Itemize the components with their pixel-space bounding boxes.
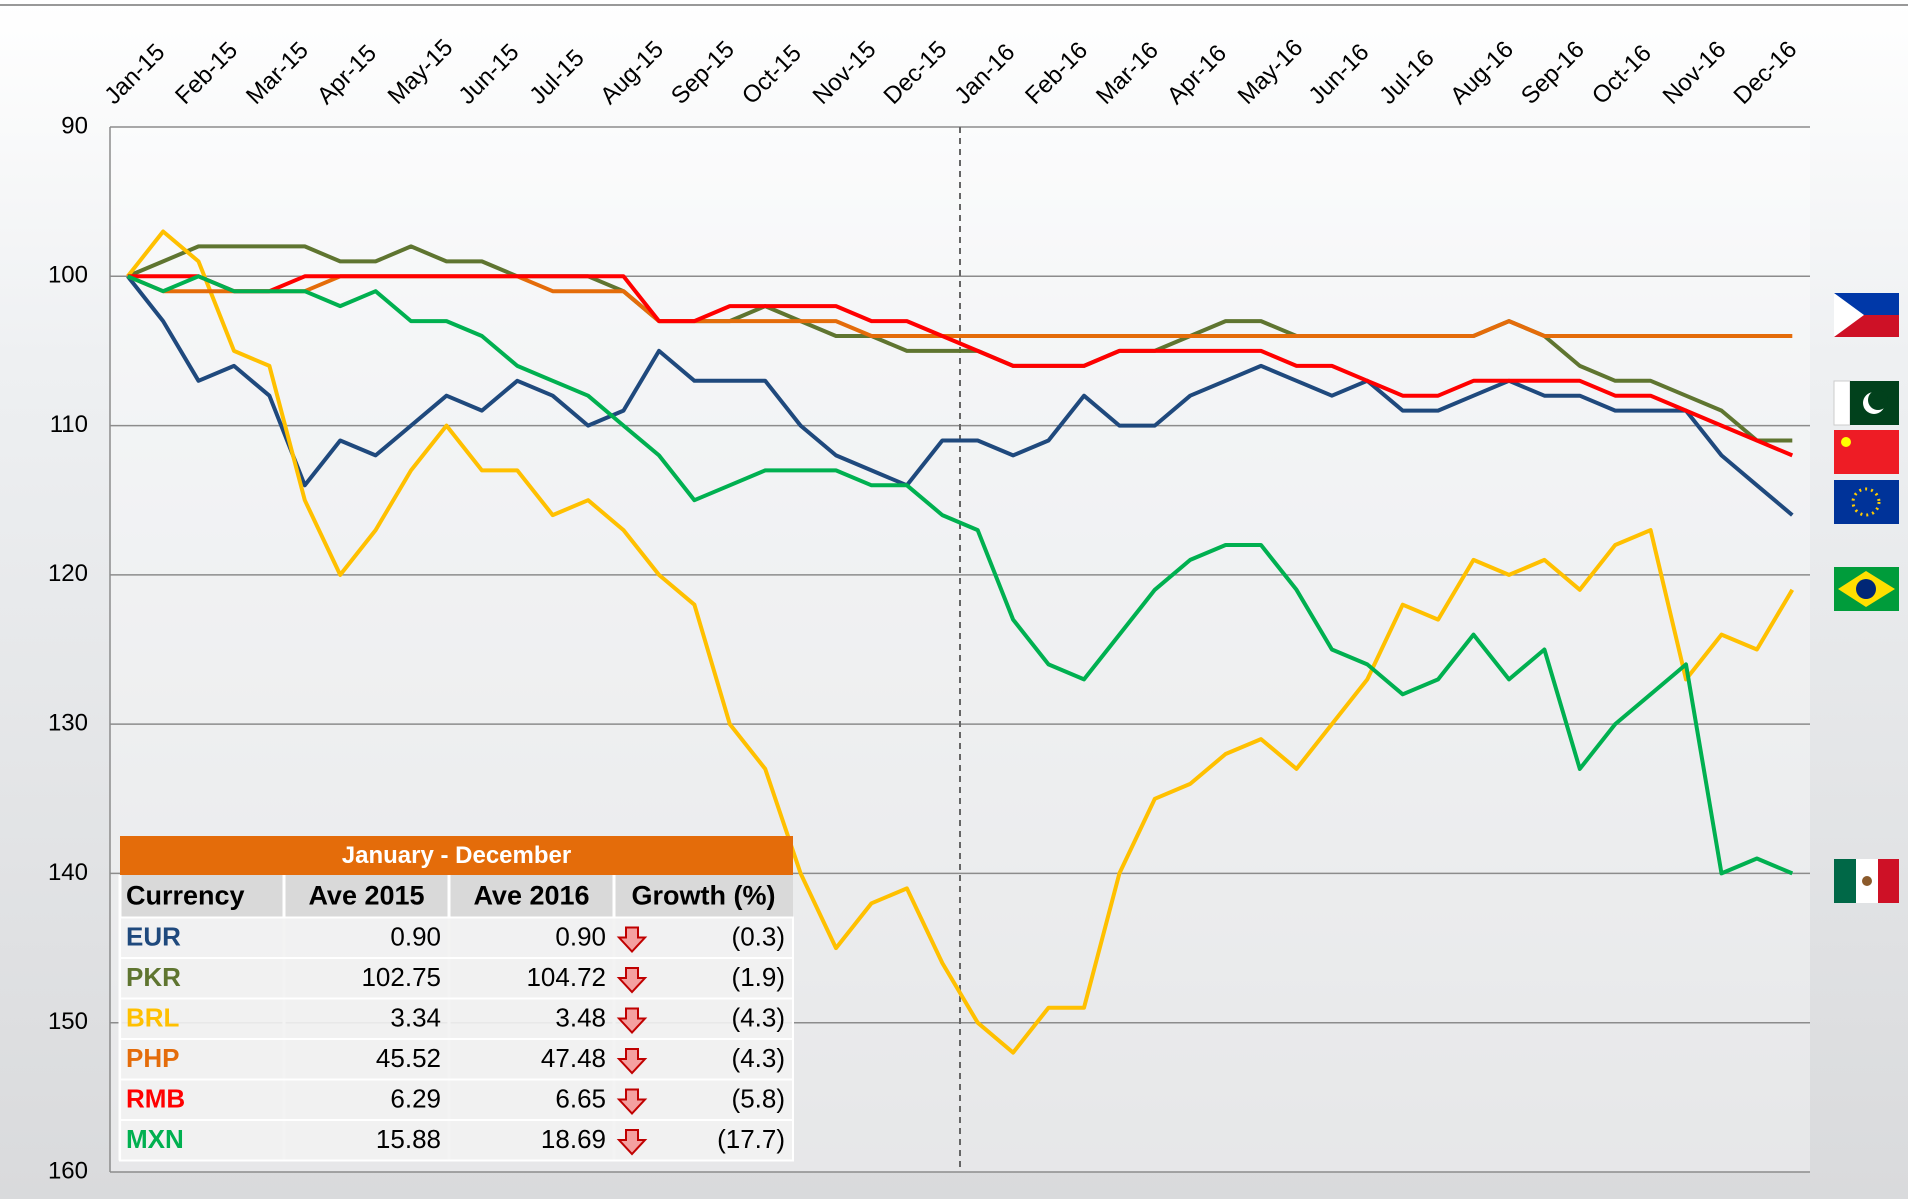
table-header: Ave 2016 <box>473 880 589 910</box>
table-row-bg <box>120 1039 793 1080</box>
flag-pk <box>1834 381 1899 425</box>
y-tick-label: 160 <box>48 1157 88 1184</box>
table-cell: (4.3) <box>732 1043 785 1073</box>
table-cell: 0.90 <box>555 922 606 952</box>
table-cell: 102.75 <box>361 962 441 992</box>
table-currency: PKR <box>126 962 181 992</box>
flag-eu <box>1834 480 1899 524</box>
table-cell: (4.3) <box>732 1003 785 1033</box>
table-cell: 6.29 <box>390 1084 441 1114</box>
table-row-bg <box>120 1080 793 1121</box>
table-cell: 3.34 <box>390 1003 441 1033</box>
table-row-bg <box>120 958 793 999</box>
y-tick-label: 140 <box>48 859 88 886</box>
table-cell: 0.90 <box>390 922 441 952</box>
table-row-bg <box>120 918 793 959</box>
table-row-bg <box>120 999 793 1040</box>
table-cell: (0.3) <box>732 922 785 952</box>
table-header: Currency <box>126 880 245 910</box>
y-tick-label: 150 <box>48 1008 88 1035</box>
chart: 90100110120130140150160Jan-15Feb-15Mar-1… <box>0 0 1908 1199</box>
table-header: Ave 2015 <box>308 880 424 910</box>
flag-cn <box>1834 430 1899 474</box>
table-currency: BRL <box>126 1003 180 1033</box>
y-tick-label: 110 <box>50 411 88 438</box>
table-cell: 15.88 <box>376 1124 441 1154</box>
table-currency: MXN <box>126 1124 184 1154</box>
table-cell: 45.52 <box>376 1043 441 1073</box>
table-cell: 47.48 <box>541 1043 606 1073</box>
table-row-bg <box>120 1120 793 1161</box>
flag-mx <box>1834 859 1899 903</box>
table-cell: (17.7) <box>717 1124 785 1154</box>
table-currency: EUR <box>126 922 181 952</box>
table-currency: RMB <box>126 1084 185 1114</box>
table-cell: 3.48 <box>555 1003 606 1033</box>
y-tick-label: 90 <box>61 112 88 139</box>
flag-ph <box>1834 293 1899 337</box>
table-currency: PHP <box>126 1043 179 1073</box>
table-cell: 6.65 <box>555 1084 606 1114</box>
table-header: Growth (%) <box>632 880 776 910</box>
table-cell: (5.8) <box>732 1084 785 1114</box>
table-title: January - December <box>342 842 571 869</box>
y-tick-label: 120 <box>48 560 88 587</box>
table-cell: (1.9) <box>732 962 785 992</box>
table-cell: 104.72 <box>526 962 606 992</box>
y-tick-label: 130 <box>48 709 88 736</box>
y-tick-label: 100 <box>48 262 88 289</box>
table-cell: 18.69 <box>541 1124 606 1154</box>
flag-br <box>1834 567 1899 611</box>
